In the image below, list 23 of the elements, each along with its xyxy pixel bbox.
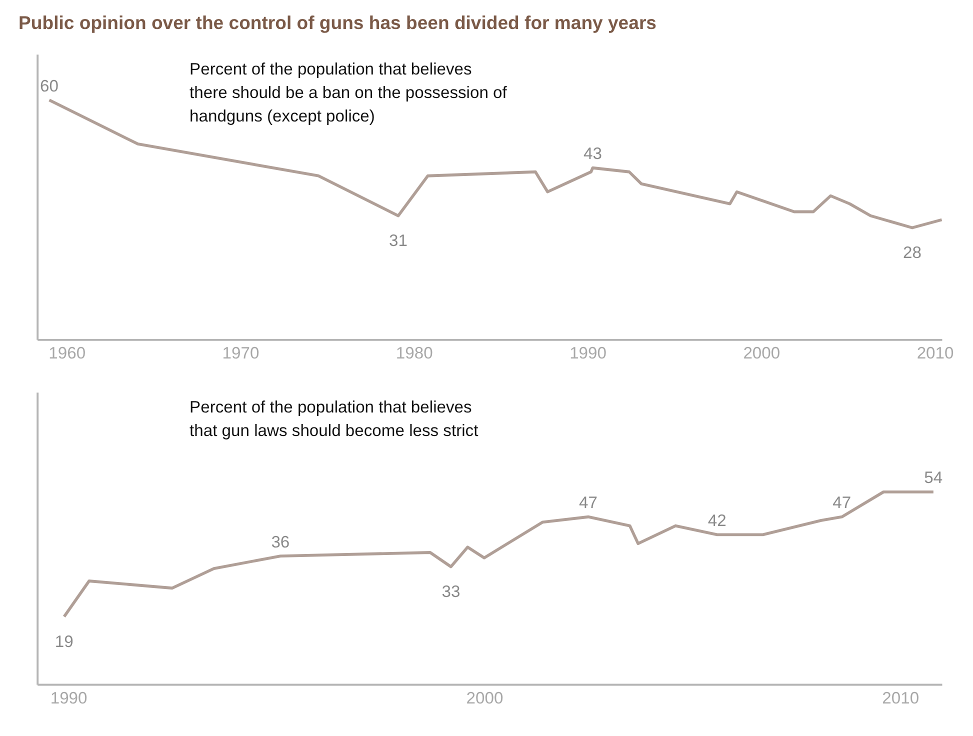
annotation: Percent of the population that believes that gun laws should become less strict xyxy=(190,398,479,440)
data-label: 36 xyxy=(271,532,290,552)
x-tick-label: 2000 xyxy=(466,688,504,708)
data-label: 31 xyxy=(389,231,408,250)
data-label: 28 xyxy=(902,243,922,262)
data-label: 54 xyxy=(924,468,943,488)
x-tick-label: 1970 xyxy=(222,343,260,362)
data-label: 47 xyxy=(578,493,598,512)
data-label: 43 xyxy=(584,144,602,164)
x-tick-label: 2010 xyxy=(882,688,920,708)
x-tick-label: 1980 xyxy=(396,343,433,362)
data-label: 33 xyxy=(442,582,460,602)
chart-title: Public opinion over the control of guns has been divided for many years xyxy=(18,12,656,33)
x-tick-label: 1960 xyxy=(48,343,86,362)
x-tick-label: 1990 xyxy=(570,343,606,362)
data-label: 42 xyxy=(708,510,726,530)
data-label: 60 xyxy=(40,76,59,96)
x-tick-label: 2010 xyxy=(916,343,954,362)
data-label: 47 xyxy=(832,493,852,512)
data-label: 19 xyxy=(54,632,74,651)
x-tick-label: 1990 xyxy=(50,688,88,708)
annotation: Percent of the population that believes there should be a ban on the possession of handguns (except police) xyxy=(190,60,508,126)
x-tick-label: 2000 xyxy=(743,343,780,362)
